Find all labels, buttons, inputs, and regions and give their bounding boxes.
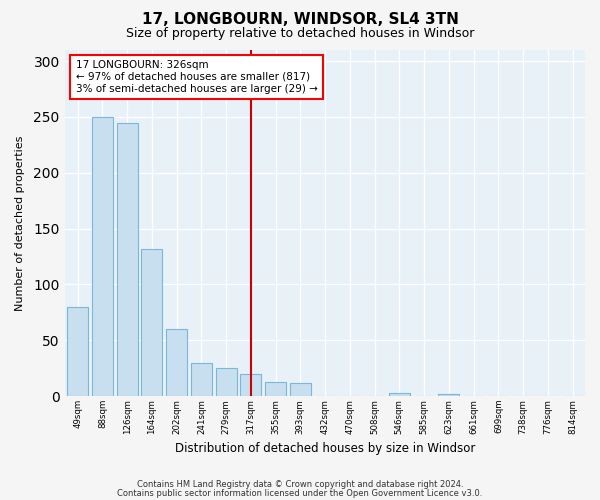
X-axis label: Distribution of detached houses by size in Windsor: Distribution of detached houses by size …	[175, 442, 475, 455]
Text: 17, LONGBOURN, WINDSOR, SL4 3TN: 17, LONGBOURN, WINDSOR, SL4 3TN	[142, 12, 458, 28]
Bar	[191, 362, 212, 396]
Bar	[241, 374, 262, 396]
Bar	[265, 382, 286, 396]
Text: 17 LONGBOURN: 326sqm
← 97% of detached houses are smaller (817)
3% of semi-detac: 17 LONGBOURN: 326sqm ← 97% of detached h…	[76, 60, 317, 94]
Bar	[290, 382, 311, 396]
Bar	[389, 392, 410, 396]
Bar	[215, 368, 236, 396]
Text: Contains public sector information licensed under the Open Government Licence v3: Contains public sector information licen…	[118, 489, 482, 498]
Text: Contains HM Land Registry data © Crown copyright and database right 2024.: Contains HM Land Registry data © Crown c…	[137, 480, 463, 489]
Text: Size of property relative to detached houses in Windsor: Size of property relative to detached ho…	[126, 28, 474, 40]
Bar	[92, 117, 113, 396]
Bar	[116, 122, 137, 396]
Bar	[439, 394, 460, 396]
Bar	[67, 306, 88, 396]
Bar	[142, 248, 163, 396]
Y-axis label: Number of detached properties: Number of detached properties	[15, 136, 25, 310]
Bar	[166, 329, 187, 396]
